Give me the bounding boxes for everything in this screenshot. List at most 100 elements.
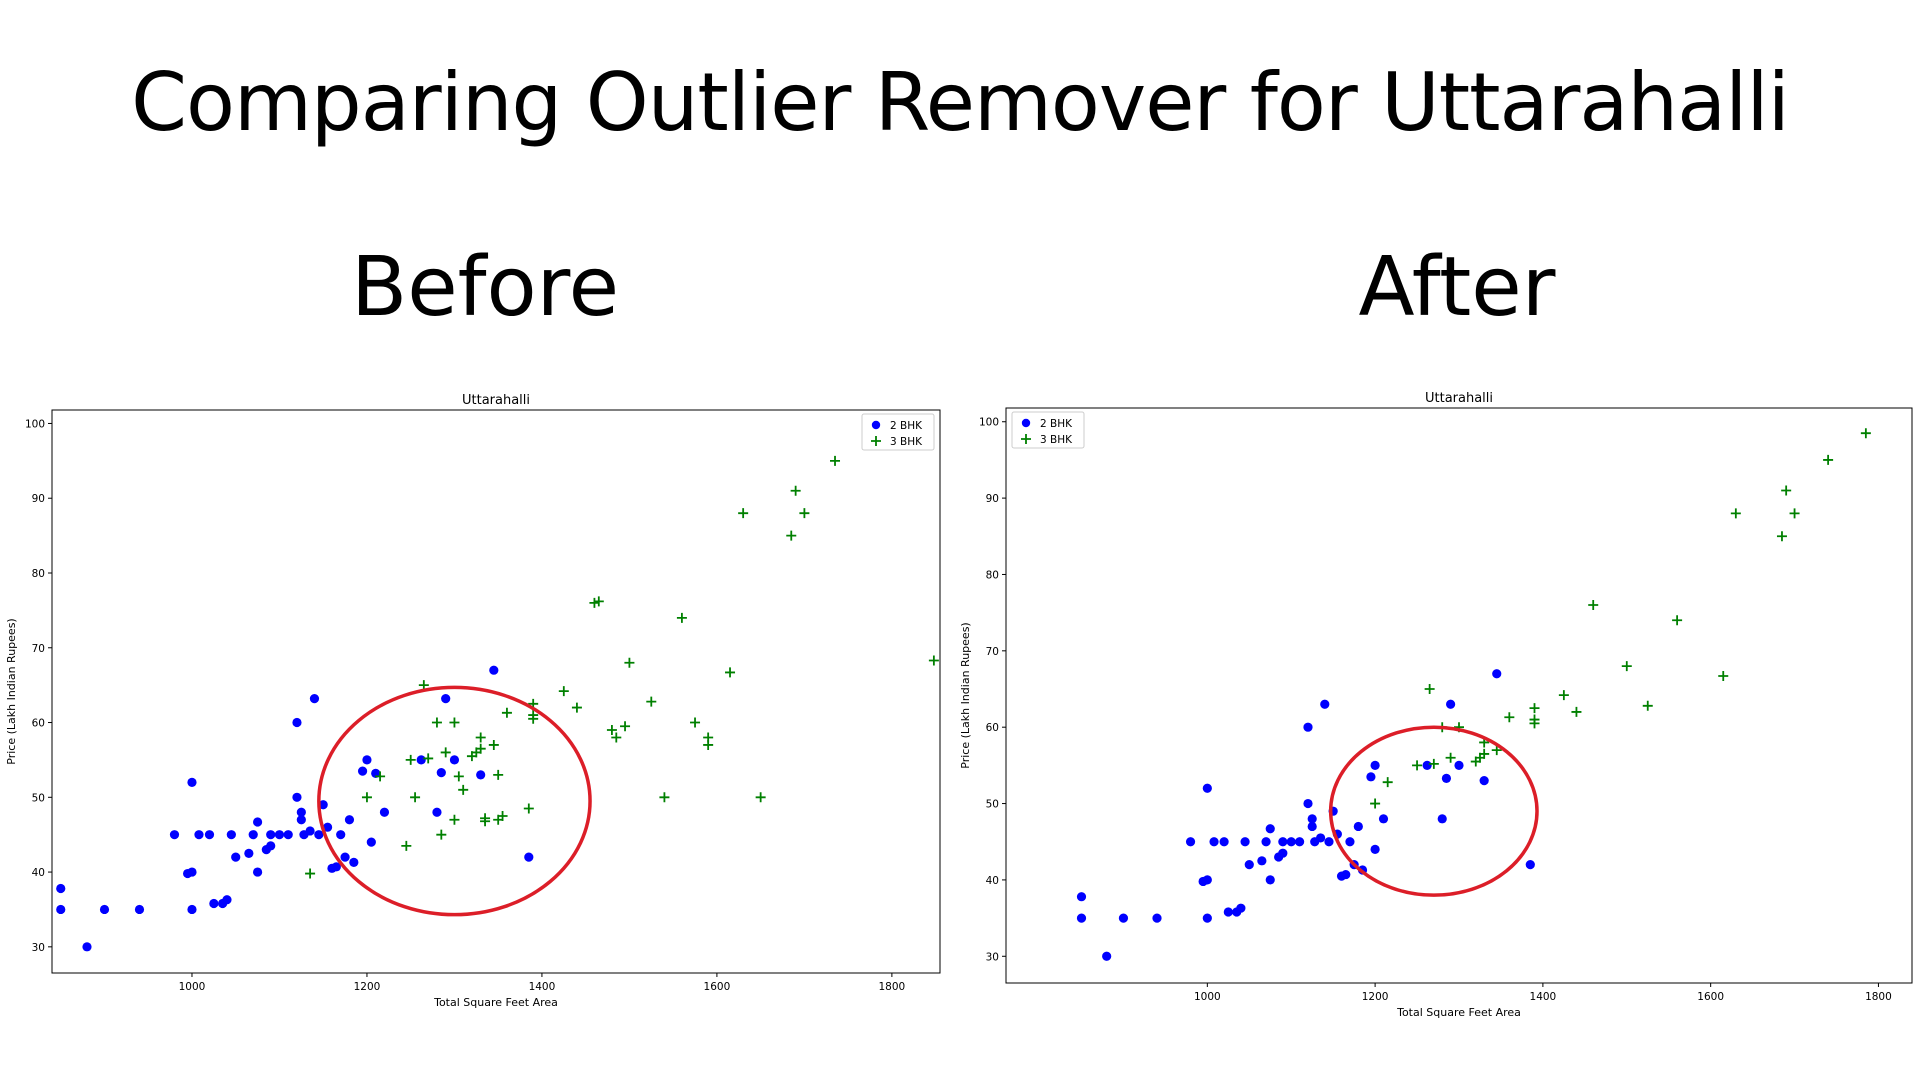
data-point-2bhk: [1295, 837, 1305, 847]
data-point-3bhk: [410, 792, 421, 803]
data-point-2bhk: [1315, 833, 1326, 843]
data-point-3bhk: [361, 792, 372, 803]
data-point-2bhk: [349, 857, 359, 867]
data-point-2bhk: [1303, 722, 1313, 732]
data-point-2bhk: [1446, 699, 1456, 709]
y-tick-label: 30: [986, 951, 999, 963]
legend-label-3bhk: 3 BHK: [1040, 434, 1073, 446]
data-point-2bhk: [1492, 669, 1502, 679]
data-point-2bhk: [296, 815, 306, 825]
data-point-2bhk: [449, 755, 460, 765]
data-point-2bhk: [1437, 814, 1447, 824]
data-point-3bhk: [475, 732, 486, 743]
data-point-3bhk: [528, 713, 539, 724]
data-point-3bhk: [480, 813, 491, 824]
data-point-3bhk: [1370, 798, 1381, 809]
data-point-3bhk: [786, 530, 797, 541]
data-point-2bhk: [1341, 869, 1351, 880]
data-point-3bhk: [449, 717, 460, 728]
data-point-2bhk: [379, 807, 390, 817]
y-tick-label: 40: [986, 875, 999, 887]
data-point-2bhk: [99, 904, 110, 915]
data-point-2bhk: [187, 867, 197, 877]
data-point-3bhk: [1621, 661, 1632, 672]
data-point-3bhk: [690, 717, 701, 728]
data-point-3bhk: [928, 655, 939, 666]
data-point-2bhk: [1118, 913, 1129, 923]
y-tick-label: 60: [32, 718, 45, 730]
y-tick-label: 40: [32, 867, 45, 879]
data-point-2bhk: [1202, 875, 1212, 885]
data-point-3bhk: [401, 840, 412, 851]
data-point-3bhk: [493, 769, 504, 780]
data-point-3bhk: [1445, 752, 1456, 763]
data-point-2bhk: [187, 777, 197, 787]
legend-marker-2bhk: [871, 420, 881, 430]
data-point-2bhk: [1370, 844, 1380, 854]
data-point-2bhk: [357, 766, 368, 776]
data-point-3bhk: [1529, 718, 1540, 729]
legend-marker-2bhk: [1021, 418, 1031, 428]
data-point-2bhk: [1257, 856, 1267, 866]
data-point-3bhk: [738, 508, 749, 519]
y-tick-label: 50: [32, 792, 45, 804]
x-tick-label: 1400: [529, 981, 556, 993]
data-point-2bhk: [1244, 860, 1254, 870]
data-point-2bhk: [1278, 848, 1288, 858]
data-point-2bhk: [489, 665, 499, 675]
data-point-2bhk: [1479, 776, 1489, 786]
data-point-2bhk: [1324, 837, 1334, 847]
data-point-2bhk: [56, 904, 66, 915]
x-tick-label: 1600: [1697, 991, 1724, 1003]
data-point-3bhk: [1558, 690, 1569, 701]
data-point-3bhk: [558, 686, 569, 697]
data-point-3bhk: [497, 810, 508, 821]
x-tick-label: 1800: [879, 981, 906, 993]
data-point-2bhk: [292, 717, 302, 728]
data-point-2bhk: [1185, 837, 1196, 847]
y-tick-label: 70: [32, 643, 45, 655]
data-point-2bhk: [362, 755, 372, 765]
panel-label-after: After: [1358, 240, 1556, 335]
x-axis-label: Total Square Feet Area: [433, 996, 558, 1009]
data-point-2bhk: [1307, 821, 1317, 832]
data-point-3bhk: [523, 803, 534, 814]
y-tick-label: 100: [979, 417, 999, 429]
data-point-2bhk: [1236, 903, 1246, 913]
y-tick-label: 50: [986, 799, 999, 811]
data-point-2bhk: [1202, 913, 1212, 923]
data-point-2bhk: [340, 852, 350, 862]
legend-label-3bhk: 3 BHK: [890, 436, 923, 448]
data-point-3bhk: [1642, 700, 1653, 711]
data-point-2bhk: [226, 830, 236, 840]
y-tick-label: 90: [986, 493, 999, 505]
data-point-2bhk: [344, 815, 355, 825]
data-point-3bhk: [606, 725, 617, 736]
y-tick-label: 60: [986, 722, 999, 734]
data-point-2bhk: [331, 862, 341, 872]
data-point-3bhk: [646, 696, 657, 707]
x-tick-label: 1000: [1194, 991, 1221, 1003]
data-point-3bhk: [703, 739, 714, 750]
data-point-2bhk: [1152, 913, 1162, 923]
data-point-2bhk: [1320, 699, 1330, 709]
data-point-2bhk: [252, 817, 263, 827]
legend: 2 BHK 3 BHK: [1011, 411, 1085, 449]
data-point-2bhk: [204, 830, 215, 840]
data-point-3bhk: [375, 771, 386, 782]
data-point-2bhk: [1303, 798, 1313, 809]
x-tick-label: 1000: [179, 981, 206, 993]
panel-label-before: Before: [350, 240, 620, 335]
highlight-ellipse: [317, 685, 592, 917]
data-point-2bhk: [1353, 821, 1363, 832]
data-point-2bhk: [187, 904, 197, 915]
x-axis-label: Total Square Feet Area: [1396, 1006, 1521, 1019]
chart-title: Uttarahalli: [462, 393, 530, 408]
data-point-2bhk: [1378, 814, 1389, 824]
data-point-3bhk: [475, 743, 486, 754]
data-point-3bhk: [1672, 615, 1683, 626]
data-point-3bhk: [790, 485, 801, 496]
data-point-3bhk: [589, 597, 600, 608]
data-point-2bhk: [194, 830, 204, 840]
x-tick-label: 1200: [1362, 991, 1389, 1003]
